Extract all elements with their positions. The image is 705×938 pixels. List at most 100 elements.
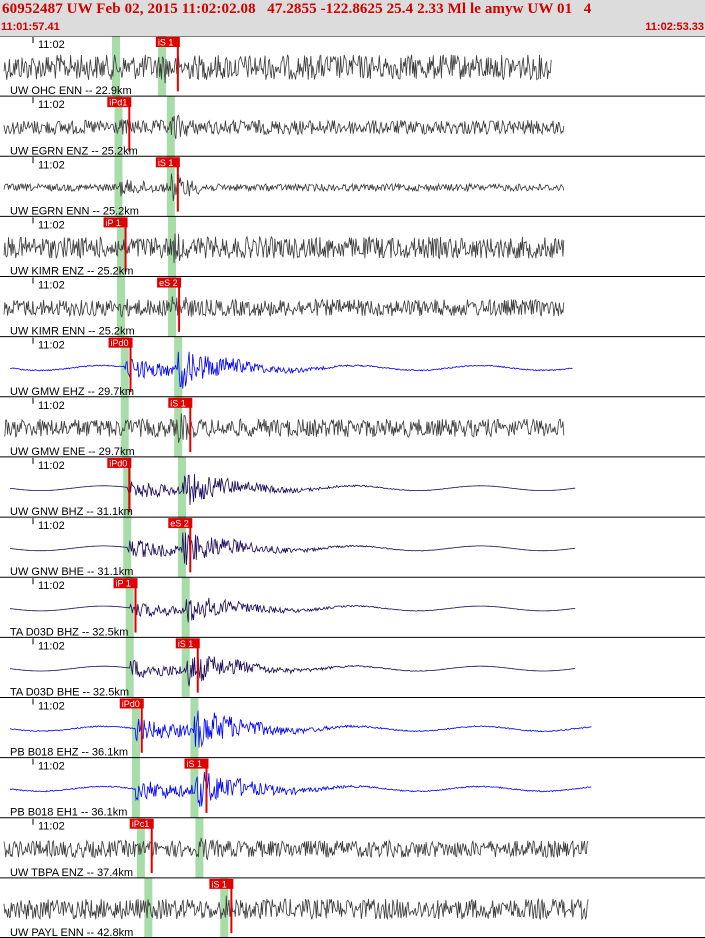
pick-flag <box>184 758 209 769</box>
trace-time-label: 11:02 <box>38 821 65 833</box>
pick-label: iS 1 <box>158 158 174 168</box>
pick-flag <box>155 157 180 168</box>
pick-flag <box>108 337 133 348</box>
waveform <box>3 413 565 443</box>
trace-time-label: 11:02 <box>38 520 65 532</box>
waveform <box>10 710 592 748</box>
trace-row: 11:02 iS 1 UW OHC ENN -- 22.9km <box>0 36 705 97</box>
trace-time-label: 11:02 <box>38 700 65 712</box>
trace-time-label: 11:02 <box>38 280 65 292</box>
p-arrival-band <box>116 276 125 337</box>
pick-label: iPd0 <box>111 338 129 348</box>
p-arrival-band <box>144 877 153 938</box>
trace-row: 11:02 iS 1 TA D03D BHE -- 32.5km <box>0 636 705 698</box>
s-arrival-band <box>181 637 190 698</box>
trace-row: 11:02 iS 1 UW EGRN ENN -- 25.2km <box>0 155 705 217</box>
pick-flag <box>168 518 193 529</box>
s-arrival-band <box>220 877 229 938</box>
station-label: TA D03D BHZ -- 32.5km <box>10 626 128 638</box>
pick-flag <box>157 277 182 288</box>
trace-row: 11:02 iPd0 PB B018 EHZ -- 36.1km <box>0 696 705 759</box>
pick-flag <box>119 698 144 709</box>
waveform <box>3 173 565 202</box>
waveform <box>3 895 589 921</box>
waveform <box>3 54 552 84</box>
header-bar: 60952487 UW Feb 02, 2015 11:02:02.08 47.… <box>0 0 705 36</box>
p-arrival-band <box>131 697 140 758</box>
trace-row: 11:02 iS 1 UW GMW ENE -- 29.7km <box>0 396 705 458</box>
station-label: UW GNW BHZ -- 31.1km <box>10 506 133 518</box>
p-arrival-band <box>131 757 140 818</box>
p-arrival-band <box>114 96 123 157</box>
pick-label: iPd0 <box>109 458 127 468</box>
waveform <box>9 597 576 623</box>
pick-flag <box>129 818 154 829</box>
station-label: TA D03D BHE -- 32.5km <box>10 686 129 698</box>
station-label: UW EGRN ENZ -- 25.2km <box>10 145 138 157</box>
s-arrival-band <box>195 817 204 878</box>
trace-time-label: 11:02 <box>38 580 65 592</box>
pick-flag <box>168 397 193 408</box>
trace-row: 11:02 eS 2 UW GNW BHE -- 31.1km <box>0 516 705 578</box>
trace-row: 11:02 iP 1 UW KIMR ENZ -- 25.2km <box>0 215 705 278</box>
pick-flag <box>107 457 132 468</box>
pick-label: eS 2 <box>170 519 189 529</box>
station-label: UW TBPA ENZ -- 37.4km <box>10 867 133 879</box>
pick-label: eS 2 <box>159 278 178 288</box>
pick-label: iS 1 <box>170 398 186 408</box>
end-time-label: 11:02:53.33 <box>645 21 704 33</box>
pick-flag <box>209 878 234 889</box>
s-arrival-band <box>190 757 199 818</box>
s-arrival-band <box>174 336 183 397</box>
trace-row: 11:02 iP 1 TA D03D BHZ -- 32.5km <box>0 576 705 638</box>
station-label: UW KIMR ENZ -- 25.2km <box>10 266 133 278</box>
s-arrival-band <box>174 396 183 457</box>
trace-row: 11:02 iS 1 PB B018 EH1 -- 36.1km <box>0 757 705 819</box>
pick-label: iPc1 <box>132 819 150 829</box>
pick-flag <box>103 217 128 228</box>
seismogram-plot: 11:02 iS 1 UW OHC ENN -- 22.9km 11:02 iPd1 UW… <box>0 36 705 938</box>
pick-label: iP 1 <box>116 579 131 589</box>
trace-row: 11:02 iPd0 UW GNW BHZ -- 31.1km <box>0 456 705 518</box>
waveform <box>3 837 589 860</box>
station-label: UW GMW ENE -- 29.7km <box>10 446 135 458</box>
pick-label: iPd0 <box>122 699 140 709</box>
station-label: PB B018 EH1 -- 36.1km <box>10 807 127 819</box>
trace-time-label: 11:02 <box>38 99 65 111</box>
trace-row: 11:02 iPc1 UW TBPA ENZ -- 37.4km <box>0 817 705 879</box>
pick-flag <box>107 97 132 108</box>
waveform <box>3 296 565 318</box>
station-label: UW EGRN ENN -- 25.2km <box>10 205 139 217</box>
waveform <box>9 473 576 506</box>
pick-label: iP 1 <box>106 218 121 228</box>
trace-row: 11:02 iPd1 UW EGRN ENZ -- 25.2km <box>0 95 705 157</box>
trace-time-label: 11:02 <box>38 340 65 352</box>
waveform <box>3 114 565 140</box>
station-label: UW KIMR ENN -- 25.2km <box>10 326 135 338</box>
station-label: UW OHC ENN -- 22.9km <box>10 85 132 97</box>
trace-time-label: 11:02 <box>38 39 65 51</box>
waveform <box>9 532 576 566</box>
station-label: UW GNW BHE -- 31.1km <box>10 566 133 578</box>
p-arrival-band <box>136 817 145 878</box>
pick-flag <box>175 638 200 649</box>
pick-label: iS 1 <box>158 38 174 48</box>
trace-time-label: 11:02 <box>38 159 65 171</box>
p-arrival-band <box>116 216 125 277</box>
pick-label: iS 1 <box>211 879 227 889</box>
trace-row: 11:02 iPd0 UW GMW EHZ -- 29.7km <box>0 336 705 398</box>
waveform <box>9 351 573 389</box>
trace-time-label: 11:02 <box>38 460 65 472</box>
s-arrival-band <box>168 276 177 337</box>
waveform <box>3 233 565 264</box>
pick-flag <box>155 37 180 47</box>
trace-row: 11:02 eS 2 UW KIMR ENN -- 25.2km <box>0 276 705 338</box>
station-label: UW GMW EHZ -- 29.7km <box>10 386 134 398</box>
start-time-label: 11:01:57.41 <box>1 21 60 33</box>
pick-label: iPd1 <box>109 98 127 108</box>
trace-row: iS 1 UW PAYL ENN -- 42.8km <box>0 877 705 938</box>
pick-label: iS 1 <box>186 759 202 769</box>
trace-time-label: 11:02 <box>38 400 65 412</box>
station-label: PB B018 EHZ -- 36.1km <box>10 747 128 759</box>
trace-time-label: 11:02 <box>38 219 65 231</box>
